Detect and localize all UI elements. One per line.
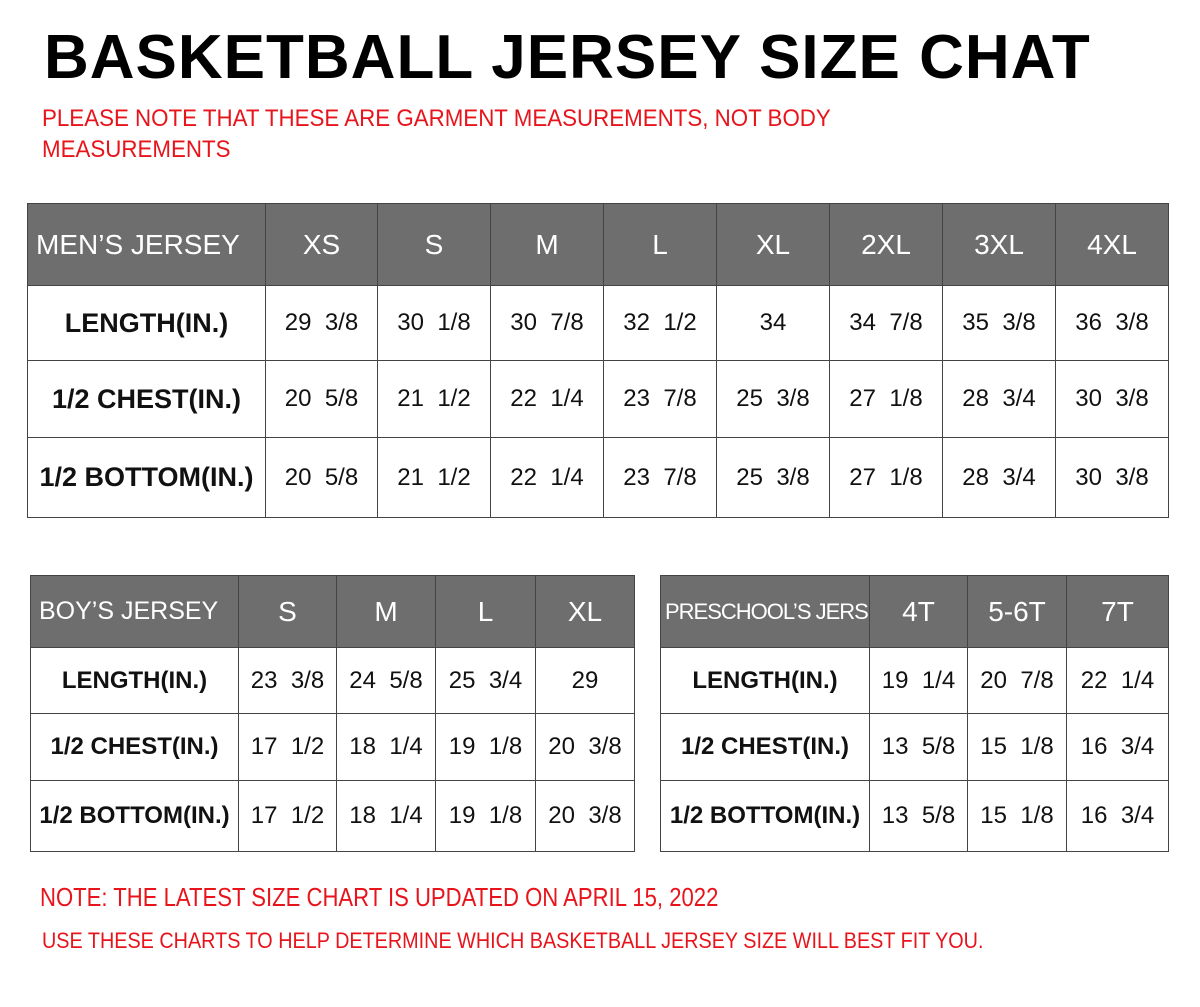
measurement-value: 30 7/8: [490, 285, 604, 361]
measurement-value: 16 3/4: [1066, 713, 1169, 781]
measurement-value: 23 7/8: [603, 360, 717, 438]
measurement-value: 18 1/4: [336, 780, 436, 852]
measurement-label: 1/2 CHEST(IN.): [27, 360, 266, 438]
measurement-label: LENGTH(IN.): [660, 647, 870, 714]
size-header: 5-6T: [967, 575, 1067, 648]
measurement-value: 21 1/2: [377, 437, 491, 518]
measurement-value: 30 3/8: [1055, 437, 1169, 518]
size-header: L: [435, 575, 536, 648]
update-date-note: NOTE: THE LATEST SIZE CHART IS UPDATED O…: [40, 882, 719, 912]
measurement-value: 30 1/8: [377, 285, 491, 361]
size-header: 2XL: [829, 203, 943, 286]
measurement-value: 27 1/8: [829, 360, 943, 438]
table-title: BOY’S JERSEY: [30, 575, 239, 648]
measurement-value: 22 1/4: [490, 360, 604, 438]
size-header: XS: [265, 203, 378, 286]
size-header: S: [377, 203, 491, 286]
table-title: MEN’S JERSEY: [27, 203, 266, 286]
measurement-value: 19 1/8: [435, 713, 536, 781]
garment-measurement-note: PLEASE NOTE THAT THESE ARE GARMENT MEASU…: [42, 105, 831, 163]
table-title: PRESCHOOL’S JERSEY: [660, 575, 870, 648]
measurement-value: 25 3/4: [435, 647, 536, 714]
measurement-value: 20 3/8: [535, 780, 635, 852]
measurement-value: 23 7/8: [603, 437, 717, 518]
measurement-value: 29: [535, 647, 635, 714]
measurement-row: 1/2 CHEST(IN.) 17 1/2 18 1/4 19 1/8 20 3/8: [30, 713, 635, 781]
measurement-row: 1/2 BOTTOM(IN.) 17 1/2 18 1/4 19 1/8 20 3/8: [30, 780, 635, 852]
measurement-value: 28 3/4: [942, 437, 1056, 518]
header-row: MEN’S JERSEY XS S M L XL 2XL 3XL 4XL: [27, 203, 1169, 286]
measurement-value: 35 3/8: [942, 285, 1056, 361]
measurement-label: 1/2 CHEST(IN.): [660, 713, 870, 781]
boys-size-table: BOY’S JERSEY S M L XL LENGTH(IN.) 23 3/8 24 5/8…: [30, 575, 635, 852]
measurement-value: 20 5/8: [265, 360, 378, 438]
measurement-label: LENGTH(IN.): [30, 647, 239, 714]
measurement-value: 23 3/8: [238, 647, 337, 714]
measurement-label: 1/2 BOTTOM(IN.): [27, 437, 266, 518]
size-header: 4XL: [1055, 203, 1169, 286]
measurement-row: 1/2 BOTTOM(IN.) 20 5/8 21 1/2 22 1/4 23 7/8 2…: [27, 437, 1169, 518]
measurement-value: 18 1/4: [336, 713, 436, 781]
measurement-value: 16 3/4: [1066, 780, 1169, 852]
size-header: 3XL: [942, 203, 1056, 286]
measurement-value: 25 3/8: [716, 437, 830, 518]
measurement-value: 32 1/2: [603, 285, 717, 361]
measurement-value: 28 3/4: [942, 360, 1056, 438]
size-header: 7T: [1066, 575, 1169, 648]
mens-size-table: MEN’S JERSEY XS S M L XL 2XL 3XL 4XL LENGTH(IN.) 2…: [27, 203, 1169, 518]
measurement-row: LENGTH(IN.) 23 3/8 24 5/8 25 3/4 29: [30, 647, 635, 714]
header-row: BOY’S JERSEY S M L XL: [30, 575, 635, 648]
size-header: XL: [716, 203, 830, 286]
measurement-value: 25 3/8: [716, 360, 830, 438]
measurement-value: 27 1/8: [829, 437, 943, 518]
measurement-label: 1/2 CHEST(IN.): [30, 713, 239, 781]
measurement-value: 15 1/8: [967, 780, 1067, 852]
measurement-value: 36 3/8: [1055, 285, 1169, 361]
measurement-value: 20 5/8: [265, 437, 378, 518]
measurement-label: 1/2 BOTTOM(IN.): [30, 780, 239, 852]
measurement-value: 19 1/8: [435, 780, 536, 852]
measurement-value: 20 7/8: [967, 647, 1067, 714]
measurement-label: 1/2 BOTTOM(IN.): [660, 780, 870, 852]
measurement-row: 1/2 CHEST(IN.) 20 5/8 21 1/2 22 1/4 23 7/8 25…: [27, 360, 1169, 438]
preschool-size-table: PRESCHOOL’S JERSEY4T5-6T7TLENGTH(IN.)19 …: [660, 575, 1169, 852]
measurement-value: 13 5/8: [869, 713, 968, 781]
measurement-value: 29 3/8: [265, 285, 378, 361]
size-header: 4T: [869, 575, 968, 648]
measurement-row: 1/2 CHEST(IN.) 13 5/8 15 1/8 16 3/4: [660, 713, 1169, 781]
measurement-value: 20 3/8: [535, 713, 635, 781]
measurement-value: 24 5/8: [336, 647, 436, 714]
size-header: S: [238, 575, 337, 648]
measurement-row: LENGTH(IN.) 29 3/8 30 1/8 30 7/8 32 1/2 34 34 …: [27, 285, 1169, 361]
size-header: L: [603, 203, 717, 286]
fit-guide-note: USE THESE CHARTS TO HELP DETERMINE WHICH…: [42, 928, 984, 953]
measurement-value: 30 3/8: [1055, 360, 1169, 438]
size-header: XL: [535, 575, 635, 648]
measurement-value: 17 1/2: [238, 713, 337, 781]
measurement-value: 13 5/8: [869, 780, 968, 852]
size-header: M: [336, 575, 436, 648]
measurement-value: 19 1/4: [869, 647, 968, 714]
measurement-value: 22 1/4: [1066, 647, 1169, 714]
measurement-label: LENGTH(IN.): [27, 285, 266, 361]
measurement-value: 22 1/4: [490, 437, 604, 518]
measurement-value: 15 1/8: [967, 713, 1067, 781]
size-header: M: [490, 203, 604, 286]
page-title: BASKETBALL JERSEY SIZE CHAT: [44, 23, 1091, 92]
measurement-row: 1/2 BOTTOM(IN.) 13 5/8 15 1/8 16 3/4: [660, 780, 1169, 852]
measurement-value: 34: [716, 285, 830, 361]
measurement-value: 34 7/8: [829, 285, 943, 361]
measurement-value: 17 1/2: [238, 780, 337, 852]
measurement-value: 21 1/2: [377, 360, 491, 438]
measurement-row: LENGTH(IN.) 19 1/4 20 7/8 22 1/4: [660, 647, 1169, 714]
